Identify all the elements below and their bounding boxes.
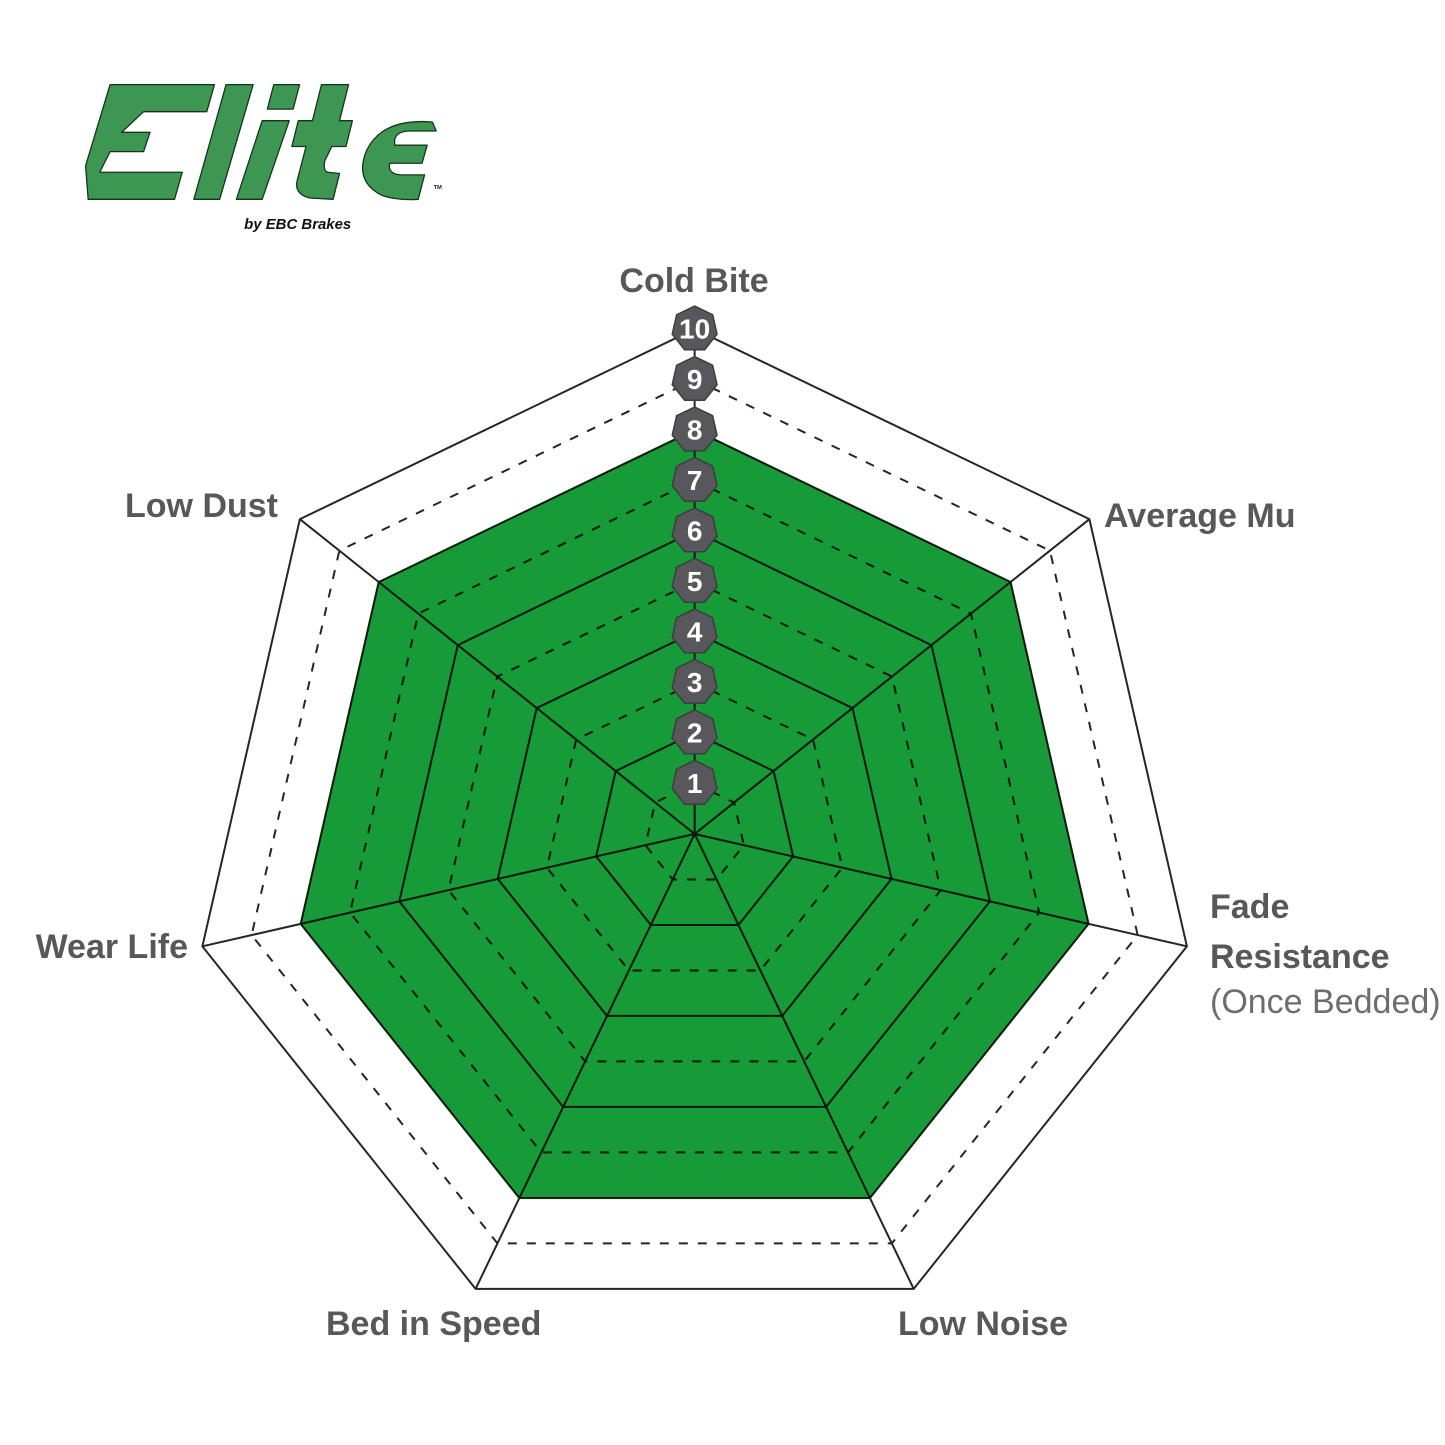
svg-text:Low Dust: Low Dust: [125, 487, 278, 525]
svg-text:Fade: Fade: [1210, 888, 1289, 926]
svg-text:4: 4: [687, 617, 703, 648]
svg-text:Average Mu: Average Mu: [1104, 497, 1295, 535]
svg-text:1: 1: [687, 768, 703, 799]
svg-text:6: 6: [687, 516, 703, 547]
svg-text:by EBC Brakes: by EBC Brakes: [244, 216, 351, 233]
svg-text:9: 9: [687, 364, 703, 395]
svg-text:3: 3: [687, 667, 703, 698]
svg-text:Bed in Speed: Bed in Speed: [326, 1305, 541, 1343]
svg-text:Cold Bite: Cold Bite: [619, 262, 768, 300]
svg-text:8: 8: [687, 415, 703, 446]
svg-text:TM: TM: [434, 185, 442, 191]
svg-text:Resistance: Resistance: [1210, 938, 1390, 976]
svg-text:(Once Bedded): (Once Bedded): [1210, 983, 1441, 1021]
svg-text:7: 7: [687, 465, 703, 496]
svg-text:Low Noise: Low Noise: [898, 1305, 1068, 1343]
svg-text:2: 2: [687, 717, 703, 748]
svg-text:5: 5: [687, 566, 703, 597]
svg-text:Wear Life: Wear Life: [36, 928, 188, 966]
svg-text:10: 10: [679, 314, 710, 345]
